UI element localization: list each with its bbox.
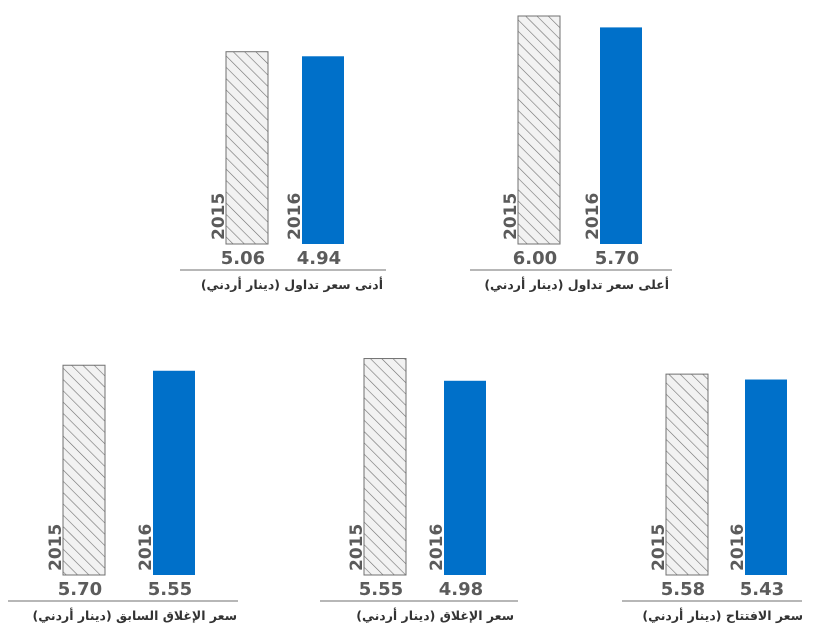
value-label-2015: 5.70: [58, 579, 102, 600]
chart-panel: 2015 5.55 2016 4.98 سعر الإغلاق (دينار أردني…: [320, 358, 518, 623]
chart-title: سعر الافتتاح (دينار أردني): [642, 607, 803, 623]
year-label-2016: 2016: [285, 193, 305, 240]
year-label-2015: 2015: [209, 193, 229, 240]
year-label-2015: 2015: [649, 524, 669, 571]
chart-panel: 2015 5.70 2016 5.55 سعر الإغلاق السابق (دينا…: [8, 364, 238, 623]
value-label-2015: 6.00: [513, 248, 557, 269]
year-label-2016: 2016: [427, 524, 447, 571]
chart-panel: 2015 6.00 2016 5.70 أعلى سعر تداول (دينار أر…: [470, 15, 672, 292]
year-label-2015: 2015: [46, 524, 66, 571]
bar-2016: [302, 56, 344, 244]
year-label-2016: 2016: [728, 524, 748, 571]
bar-2015: [665, 373, 709, 576]
value-label-2016: 4.98: [439, 579, 483, 600]
chart-title: أدنى سعر تداول (دينار أردني): [201, 276, 383, 292]
chart-panel: 2015 5.06 2016 4.94 أدنى سعر تداول (دينار أر…: [180, 51, 386, 292]
year-label-2016: 2016: [136, 524, 156, 571]
chart-title: سعر الإغلاق (دينار أردني): [356, 607, 514, 623]
value-label-2016: 5.43: [740, 579, 784, 600]
year-label-2015: 2015: [501, 193, 521, 240]
value-label-2016: 4.94: [297, 248, 341, 269]
value-label-2016: 5.55: [148, 579, 192, 600]
value-label-2015: 5.06: [221, 248, 265, 269]
value-label-2015: 5.55: [359, 579, 403, 600]
bar-2015: [225, 51, 269, 245]
chart-panel: 2015 5.58 2016 5.43 سعر الافتتاح (دينار أردن…: [622, 373, 803, 623]
bar-2016: [153, 370, 195, 575]
year-label-2016: 2016: [583, 193, 603, 240]
bar-2015: [517, 15, 561, 245]
bar-2016: [600, 27, 642, 245]
bar-2016: [444, 380, 486, 575]
value-label-2015: 5.58: [661, 579, 705, 600]
bar-2016: [745, 379, 787, 575]
value-label-2016: 5.70: [595, 248, 639, 269]
bar-2015: [62, 364, 106, 576]
chart-title: سعر الإغلاق السابق (دينار أردني): [33, 607, 237, 623]
year-label-2015: 2015: [347, 524, 367, 571]
bar-2015: [363, 358, 407, 576]
chart-title: أعلى سعر تداول (دينار أردني): [484, 276, 669, 292]
